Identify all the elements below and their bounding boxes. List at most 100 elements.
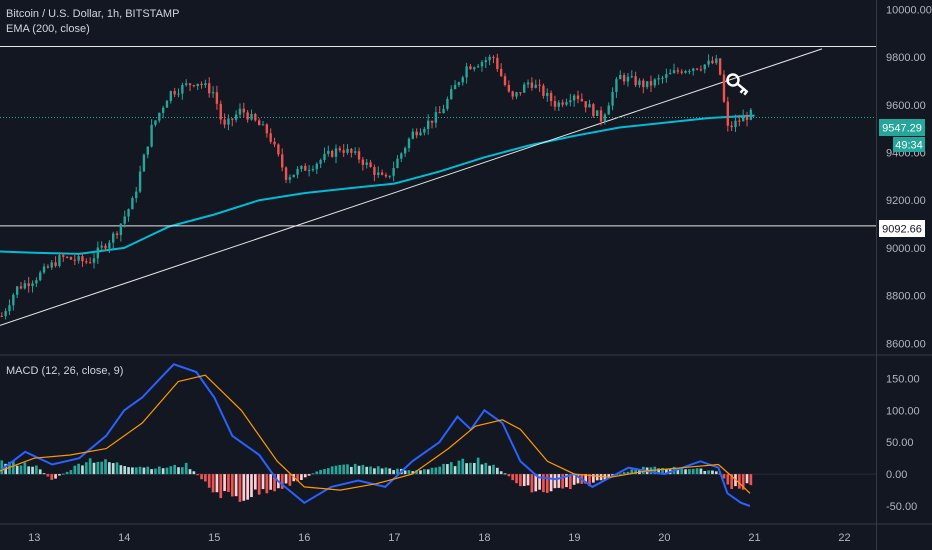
candle-body — [503, 76, 507, 85]
macd-histogram-bar — [300, 474, 303, 481]
price-tick-label: 8800.00 — [886, 291, 926, 303]
candle-body — [434, 112, 438, 123]
macd-histogram-bar — [46, 474, 50, 477]
candle-body — [181, 84, 184, 94]
candle-body — [668, 73, 672, 75]
candle-body — [653, 79, 657, 86]
macd-histogram-bar — [115, 462, 119, 475]
candle-body — [204, 83, 207, 86]
macd-histogram-bar — [54, 474, 57, 479]
candle-body — [357, 151, 361, 160]
macd-histogram-bar — [100, 461, 104, 475]
macd-histogram-bar — [392, 470, 395, 475]
macd-histogram-bar — [526, 474, 530, 486]
candle-body — [327, 150, 330, 154]
candle-body — [515, 92, 518, 97]
macd-histogram-bar — [515, 474, 518, 484]
macd-histogram-bar — [31, 466, 34, 475]
candle-body — [58, 255, 61, 266]
macd-histogram-bar — [461, 458, 465, 475]
candle-body — [626, 76, 630, 82]
macd-histogram-bar — [622, 472, 626, 475]
time-tick-label: 19 — [568, 532, 580, 544]
symbol-title[interactable]: Bitcoin / U.S. Dollar, 1h, BITSTAMP — [6, 8, 180, 20]
ema-200-line — [0, 114, 755, 255]
candle-body — [346, 148, 349, 153]
macd-histogram-bar — [303, 474, 307, 478]
candle-body — [465, 66, 468, 78]
candle-body — [104, 245, 107, 249]
candle-body — [499, 68, 503, 77]
candle-body — [588, 104, 591, 108]
candle-body — [165, 100, 169, 108]
candle-body — [127, 209, 130, 217]
macd-histogram-bar — [415, 470, 419, 475]
macd-histogram-bar — [104, 459, 107, 475]
candle-body — [277, 144, 280, 155]
macd-histogram-bar — [169, 466, 173, 475]
macd-histogram-bar — [538, 474, 541, 490]
candle-body — [200, 83, 203, 86]
price-tick-label: 10000.00 — [886, 5, 932, 17]
candle-body — [39, 272, 42, 281]
macd-histogram-bar — [714, 471, 718, 475]
candle-body — [411, 131, 415, 139]
macd-histogram-bar — [127, 467, 130, 475]
candle-body — [261, 124, 265, 126]
macd-histogram-bar — [184, 462, 188, 475]
macd-histogram-bar — [492, 464, 495, 475]
candle-body — [173, 91, 176, 95]
candle-body — [119, 223, 123, 235]
candle-body — [50, 262, 53, 268]
macd-tick-label: 0.00 — [886, 469, 907, 481]
macd-histogram-bar — [407, 470, 411, 475]
macd-histogram-bar — [273, 474, 276, 492]
candle-body — [615, 79, 618, 92]
candle-body — [734, 120, 737, 128]
macd-histogram-bar — [430, 467, 434, 475]
candle-body — [88, 262, 92, 264]
candle-body — [292, 174, 295, 178]
macd-histogram-bar — [150, 469, 153, 475]
candle-body — [446, 98, 449, 109]
macd-panel — [0, 363, 876, 507]
macd-histogram-bar — [722, 474, 726, 479]
macd-histogram-bar — [307, 474, 311, 476]
candle-body — [0, 315, 3, 317]
macd-histogram-bar — [108, 462, 111, 475]
countdown-tag-value: 49:34 — [895, 140, 923, 152]
ema-legend-label[interactable]: EMA (200, close) — [6, 23, 90, 35]
macd-histogram-bar — [488, 465, 491, 475]
candle-body — [565, 102, 568, 105]
candle-body — [438, 112, 441, 114]
candle-body — [62, 255, 65, 257]
time-tick-label: 21 — [748, 532, 760, 544]
candle-body — [69, 257, 73, 260]
macd-histogram-bar — [434, 467, 438, 475]
macd-histogram-bar — [749, 474, 753, 486]
macd-histogram-bar — [326, 468, 330, 475]
candle-body — [369, 162, 372, 168]
candle-body — [161, 107, 165, 113]
macd-histogram-bar — [96, 461, 100, 475]
candle-body — [146, 146, 149, 155]
key-cursor-icon[interactable] — [725, 72, 751, 96]
drawings[interactable] — [0, 45, 876, 326]
macd-histogram-bar — [711, 470, 714, 475]
candle-body — [596, 110, 599, 116]
macd-histogram-bar — [480, 464, 484, 475]
countdown-tag-box — [893, 137, 925, 152]
candle-body — [638, 80, 641, 86]
candle-body — [480, 62, 484, 67]
macd-histogram-bar — [630, 469, 634, 475]
macd-histogram-bar — [15, 465, 19, 475]
candle-body — [246, 112, 249, 120]
macd-histogram-bar — [88, 458, 92, 475]
macd-histogram-bar — [442, 463, 445, 475]
macd-legend-label[interactable]: MACD (12, 26, close, 9) — [6, 365, 124, 377]
macd-histogram-bar — [707, 470, 710, 475]
macd-histogram-bar — [338, 464, 342, 475]
macd-histogram-bar — [215, 474, 219, 493]
candle-body — [150, 124, 153, 147]
